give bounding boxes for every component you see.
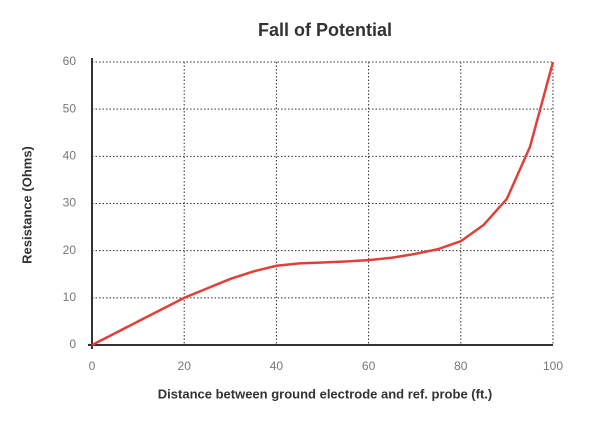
x-tick-label: 0 [89, 359, 96, 373]
y-tick-label: 10 [63, 290, 77, 304]
x-tick-label: 20 [178, 359, 192, 373]
y-tick-label: 40 [63, 149, 77, 163]
x-tick-label: 60 [362, 359, 376, 373]
y-tick-label: 0 [69, 337, 76, 351]
y-tick-label: 60 [63, 54, 77, 68]
chart-title: Fall of Potential [258, 20, 392, 40]
y-tick-label: 50 [63, 101, 77, 115]
x-tick-label: 80 [454, 359, 468, 373]
y-tick-label: 30 [63, 196, 77, 210]
y-tick-label: 20 [63, 243, 77, 257]
data-line [91, 61, 555, 347]
x-tick-label: 40 [270, 359, 284, 373]
x-tick-label: 100 [543, 359, 563, 373]
y-axis-label: Resistance (Ohms) [19, 146, 34, 264]
x-axis-label: Distance between ground electrode and re… [158, 386, 492, 401]
